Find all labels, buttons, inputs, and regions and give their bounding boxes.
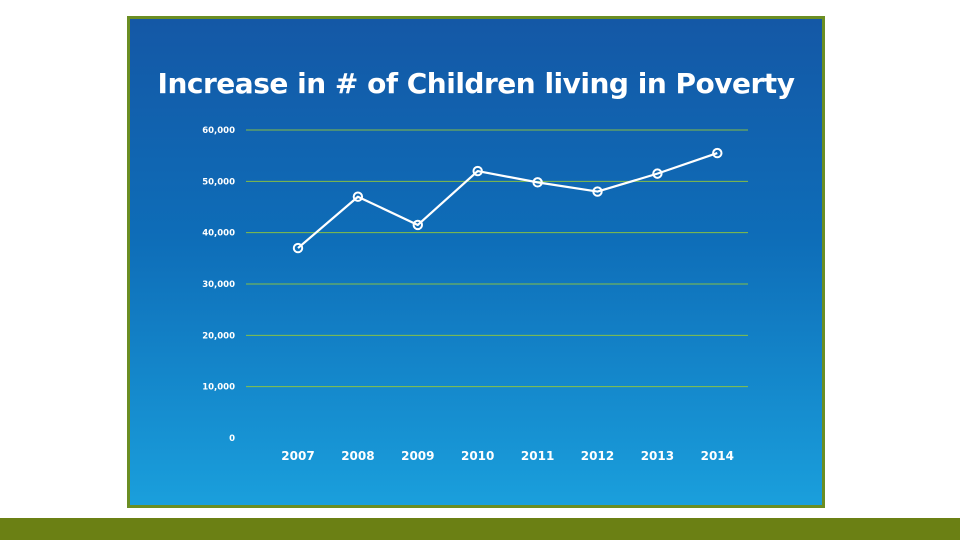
footer-bar [0,518,960,540]
data-point [352,191,364,202]
data-point [712,147,723,159]
x-tick-label: 2009 [401,449,434,463]
data-point [472,165,483,177]
y-tick-label: 10,000 [202,383,235,393]
x-tick-label: 2007 [281,449,314,463]
data-point [292,242,304,254]
data-point [592,186,603,197]
chart-title: Increase in # of Children living in Pove… [157,67,795,100]
x-tick-label: 2013 [641,449,674,463]
chart-frame: Increase in # of Children living in Pove… [127,16,825,508]
y-tick-label: 30,000 [202,280,235,290]
x-tick-label: 2011 [521,449,554,463]
y-tick-label: 60,000 [202,126,235,136]
series-line [297,152,718,249]
y-tick-label: 50,000 [202,177,235,187]
x-tick-label: 2010 [461,449,494,463]
y-tick-label: 40,000 [202,229,235,239]
data-point [652,168,663,179]
y-tick-label: 0 [229,434,235,444]
x-tick-label: 2012 [581,449,614,463]
x-tick-label: 2014 [701,449,734,463]
x-tick-label: 2008 [341,449,374,463]
y-tick-label: 20,000 [202,331,235,341]
data-point [412,219,423,231]
data-point [532,177,543,188]
